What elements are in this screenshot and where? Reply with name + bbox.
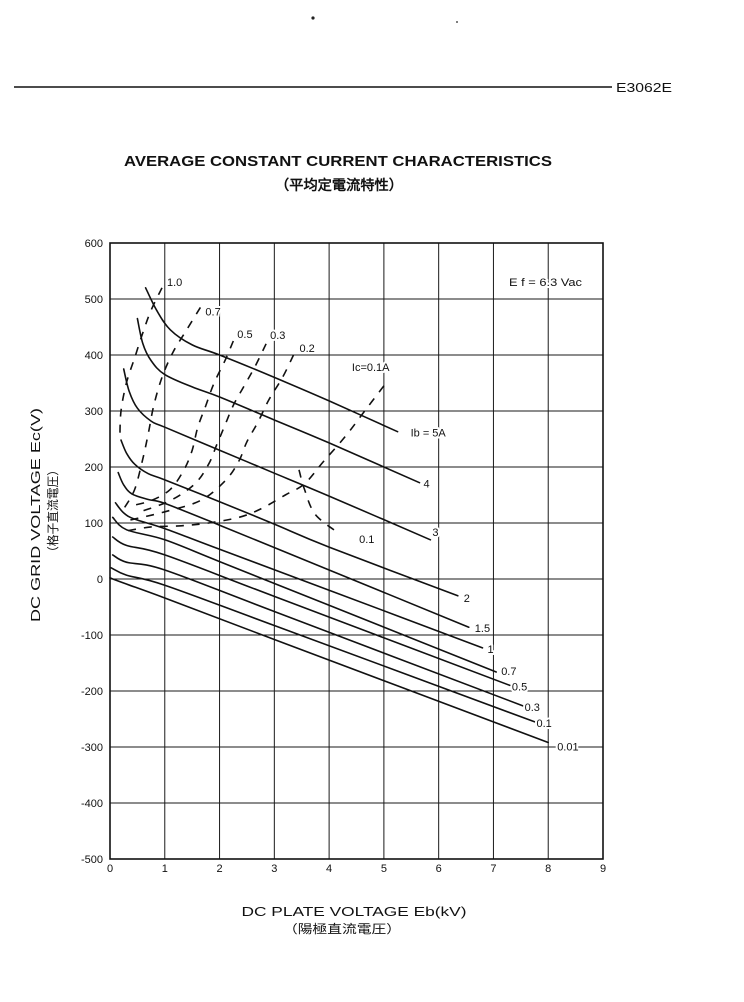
x-tick-label: 5 — [381, 863, 387, 875]
x-tick-label: 9 — [600, 863, 606, 875]
plate-current-curve — [136, 317, 421, 484]
x-tick-label: 4 — [326, 863, 332, 875]
x-tick-label: 3 — [271, 863, 277, 875]
y-axis-title: DC GRID VOLTAGE Ec(V) — [28, 408, 43, 622]
y-tick-label: 500 — [85, 294, 103, 306]
plate-current-label: 2 — [464, 593, 470, 605]
plot-area: 0 1 2 3 4 5 6 7 8 9 600 500 400 300 200 100 0 -100 -200 -30… — [81, 238, 606, 875]
document-code: E3062E — [616, 80, 672, 95]
grid-current-label: 0.7 — [205, 306, 220, 318]
tick-labels: 0 1 2 3 4 5 6 7 8 9 600 500 400 300 200 100 0 -100 -200 -30… — [81, 238, 606, 875]
y-tick-label: -500 — [81, 854, 103, 866]
grid-current-curve — [139, 343, 267, 513]
plate-current-curve — [111, 554, 525, 707]
plate-current-label: 0.1 — [537, 718, 552, 730]
plate-current-label: 3 — [432, 527, 438, 539]
scan-speck — [311, 16, 315, 20]
grid-current-label: Ic=0.1A — [352, 362, 390, 374]
plate-current-label: Ib = 5A — [411, 428, 447, 440]
grid-current-label: 0.3 — [270, 330, 285, 342]
y-axis-subtitle: （格子直流電圧） — [45, 464, 60, 558]
grid-current-curve — [129, 340, 235, 507]
grid-current-curve — [119, 287, 163, 440]
plate-current-label: 0.01 — [557, 742, 578, 754]
chart-title: AVERAGE CONSTANT CURRENT CHARACTERISTICS — [124, 153, 552, 170]
y-tick-label: -300 — [81, 742, 103, 754]
x-tick-label: 7 — [490, 863, 496, 875]
x-axis-subtitle: （陽極直流電圧） — [283, 921, 401, 936]
filament-voltage-note: E f = 6.3 Vac — [509, 277, 583, 289]
plate-current-curve — [111, 536, 511, 687]
plate-current-curve — [111, 516, 497, 673]
plate-current-curve — [122, 368, 432, 541]
grid-current-curve — [122, 306, 202, 510]
y-tick-label: 0 — [97, 574, 103, 586]
plate-current-label: 0.7 — [501, 666, 516, 678]
plate-current-label: 1.5 — [475, 623, 490, 635]
plate-current-curve — [144, 287, 399, 433]
grid-current-label: 1.0 — [167, 277, 182, 289]
y-tick-label: 400 — [85, 350, 103, 362]
x-tick-label: 8 — [545, 863, 551, 875]
curves — [109, 287, 549, 744]
y-tick-label: -400 — [81, 798, 103, 810]
y-tick-label: 200 — [85, 462, 103, 474]
grid-current-label: 0.1 — [359, 534, 374, 546]
plate-current-curve — [120, 439, 459, 597]
x-tick-label: 0 — [107, 863, 113, 875]
x-tick-label: 2 — [216, 863, 222, 875]
plate-current-curve — [110, 567, 536, 723]
plate-current-label: 4 — [424, 479, 430, 491]
plate-current-label: 0.5 — [512, 681, 527, 693]
scan-speck — [456, 21, 458, 23]
grid — [109, 242, 604, 860]
plate-current-curve — [109, 577, 549, 744]
plate-current-curve — [114, 502, 484, 649]
x-axis-title: DC PLATE VOLTAGE Eb(kV) — [242, 904, 467, 919]
plot-frame — [109, 242, 604, 860]
grid-current-curve — [129, 354, 295, 521]
grid-current-curve — [298, 469, 341, 535]
plate-current-label: 1 — [488, 644, 494, 656]
grid-current-label: 0.2 — [300, 343, 315, 355]
x-tick-label: 1 — [162, 863, 168, 875]
y-tick-label: -200 — [81, 686, 103, 698]
x-tick-label: 6 — [436, 863, 442, 875]
grid-current-label: 0.5 — [237, 329, 252, 341]
curve-labels: Ib = 5A 4 3 2 1.5 1 0.7 0.5 0.3 0.1 0.01 1.0 0.7 0.5 0… — [165, 275, 581, 756]
y-tick-label: -100 — [81, 630, 103, 642]
plate-current-label: 0.3 — [525, 702, 540, 714]
y-tick-label: 300 — [85, 406, 103, 418]
y-tick-label: 600 — [85, 238, 103, 250]
grid-current-curve — [123, 385, 385, 533]
y-tick-label: 100 — [85, 518, 103, 530]
chart-subtitle: （平均定電流特性） — [275, 177, 403, 193]
